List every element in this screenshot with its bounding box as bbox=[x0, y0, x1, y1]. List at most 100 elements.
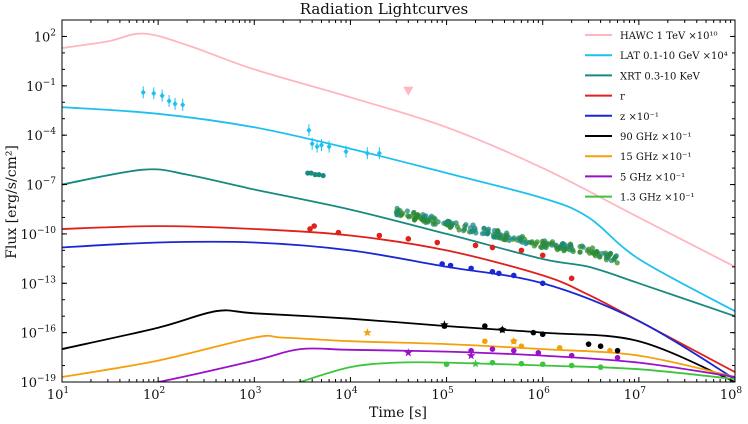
model-curve-series-0 bbox=[62, 32, 735, 268]
x-axis-label: Time [s] bbox=[369, 405, 427, 421]
model-curve-series-6 bbox=[62, 334, 735, 378]
xrt-data-point bbox=[562, 246, 568, 252]
xrt-data-point bbox=[394, 205, 400, 211]
xrt-data-point bbox=[511, 235, 517, 241]
xrt-data-point bbox=[608, 257, 615, 264]
xrt-data-point bbox=[408, 213, 415, 219]
xrt-data-point bbox=[613, 253, 619, 259]
legend-label-series-0: HAWC 1 TeV ×10¹⁰ bbox=[620, 31, 718, 42]
y-axis-label: Flux [erg/s/cm²] bbox=[4, 145, 20, 259]
y-tick-label: 102 bbox=[34, 28, 56, 45]
data-point-series-5 bbox=[539, 331, 546, 338]
data-point-series-8 bbox=[539, 361, 546, 368]
xrt-data-point bbox=[603, 257, 610, 263]
x-axis-ticks: 101 102 103 104 105 106 107 108 bbox=[47, 20, 743, 403]
data-points bbox=[140, 86, 621, 370]
data-point-series-8 bbox=[443, 361, 450, 368]
xrt-data-point bbox=[614, 260, 620, 266]
xrt-data-point bbox=[308, 170, 314, 176]
xrt-data-point bbox=[447, 223, 453, 230]
y-tick-label: 10−7 bbox=[26, 177, 56, 194]
xrt-data-point bbox=[456, 227, 462, 233]
xrt-data-point bbox=[562, 242, 568, 248]
legend: HAWC 1 TeV ×10¹⁰ LAT 0.1-10 GeV ×10⁴ XRT 0… bbox=[585, 31, 728, 204]
xrt-data-point bbox=[491, 234, 497, 240]
xrt-data-point bbox=[320, 172, 326, 179]
data-point-series-4 bbox=[468, 265, 474, 272]
star-point-series-6 bbox=[363, 328, 372, 337]
x-tick-label: 104 bbox=[335, 386, 358, 403]
model-curve-series-8 bbox=[297, 361, 735, 382]
y-tick-label: 10−10 bbox=[20, 226, 56, 243]
xrt-data-point bbox=[432, 221, 439, 227]
xrt-data-point bbox=[481, 230, 487, 236]
star-point-series-7 bbox=[466, 351, 476, 360]
model-curve-series-2 bbox=[62, 168, 735, 318]
y-tick-label: 10−4 bbox=[26, 127, 56, 144]
data-point-series-5 bbox=[614, 347, 621, 354]
xrt-data-point bbox=[570, 248, 576, 255]
data-point-series-4 bbox=[510, 272, 517, 279]
xrt-data-point bbox=[500, 236, 506, 242]
y-tick-label: 10−19 bbox=[20, 374, 56, 391]
data-point-series-3 bbox=[376, 232, 383, 239]
xrt-data-point bbox=[423, 213, 429, 219]
data-point-series-8 bbox=[568, 362, 575, 369]
data-point-series-6 bbox=[518, 343, 525, 349]
legend-label-series-8: 1.3 GHz ×10⁻¹ bbox=[620, 193, 695, 204]
data-point-series-3 bbox=[489, 244, 496, 251]
y-tick-label: 10−13 bbox=[20, 275, 56, 292]
data-point-series-7 bbox=[568, 352, 575, 359]
y-tick-label: 10−1 bbox=[26, 78, 56, 95]
y-tick-label: 10−16 bbox=[20, 325, 56, 342]
x-tick-label: 105 bbox=[431, 386, 454, 403]
star-point-series-6 bbox=[509, 336, 519, 345]
xrt-data-point bbox=[607, 251, 614, 257]
model-curve-series-7 bbox=[153, 347, 735, 382]
xrt-data-point bbox=[534, 239, 540, 245]
data-point-series-5 bbox=[482, 323, 488, 329]
model-curve-series-4 bbox=[62, 240, 735, 380]
legend-label-series-1: LAT 0.1-10 GeV ×10⁴ bbox=[620, 51, 728, 62]
data-point-series-7 bbox=[614, 354, 621, 361]
x-tick-label: 108 bbox=[720, 386, 743, 403]
star-point-series-5 bbox=[498, 325, 507, 334]
data-point-series-7 bbox=[535, 349, 542, 356]
xrt-data-point bbox=[415, 212, 421, 218]
x-tick-label: 107 bbox=[624, 386, 647, 403]
legend-label-series-3: r bbox=[620, 92, 625, 103]
legend-label-series-2: XRT 0.3-10 KeV bbox=[620, 71, 701, 82]
data-point-series-7 bbox=[510, 347, 517, 354]
xrt-data-point bbox=[472, 227, 478, 233]
data-point-series-8 bbox=[597, 364, 604, 370]
legend-label-series-4: z ×10⁻¹ bbox=[620, 112, 659, 123]
data-point-series-3 bbox=[311, 223, 318, 229]
data-point-series-5 bbox=[530, 329, 537, 336]
data-point-series-6 bbox=[556, 344, 563, 351]
xrt-data-point bbox=[585, 246, 592, 252]
legend-label-series-7: 5 GHz ×10⁻¹ bbox=[620, 172, 685, 183]
data-point-series-3 bbox=[518, 247, 525, 254]
chart-title: Radiation Lightcurves bbox=[300, 0, 469, 18]
model-curve-series-1 bbox=[62, 106, 735, 312]
data-point-series-4 bbox=[539, 280, 546, 287]
star-point-series-5 bbox=[440, 320, 449, 329]
star-point-series-8 bbox=[471, 359, 480, 368]
xrt-data-point bbox=[580, 244, 586, 250]
y-axis-ticks: 10−19 10−16 10−13 10−10 10−7 10−4 10−1 102 bbox=[20, 19, 735, 391]
xrt-data-point bbox=[463, 221, 469, 228]
data-point-series-6 bbox=[482, 338, 488, 345]
model-curve-series-5 bbox=[62, 309, 735, 382]
xrt-data-point bbox=[421, 218, 427, 224]
legend-label-series-5: 90 GHz ×10⁻¹ bbox=[620, 132, 691, 143]
xrt-data-point bbox=[587, 250, 593, 256]
data-point-series-8 bbox=[518, 360, 525, 367]
plot-area: 101 102 103 104 105 106 107 108 10−19 10−16 10−13… bbox=[20, 19, 743, 403]
xrt-data-point bbox=[497, 232, 504, 238]
data-point-series-4 bbox=[489, 268, 496, 275]
data-point-series-4 bbox=[496, 270, 502, 277]
x-tick-label: 102 bbox=[143, 386, 165, 403]
xrt-data-point bbox=[404, 208, 410, 214]
data-point-series-3 bbox=[568, 275, 575, 282]
